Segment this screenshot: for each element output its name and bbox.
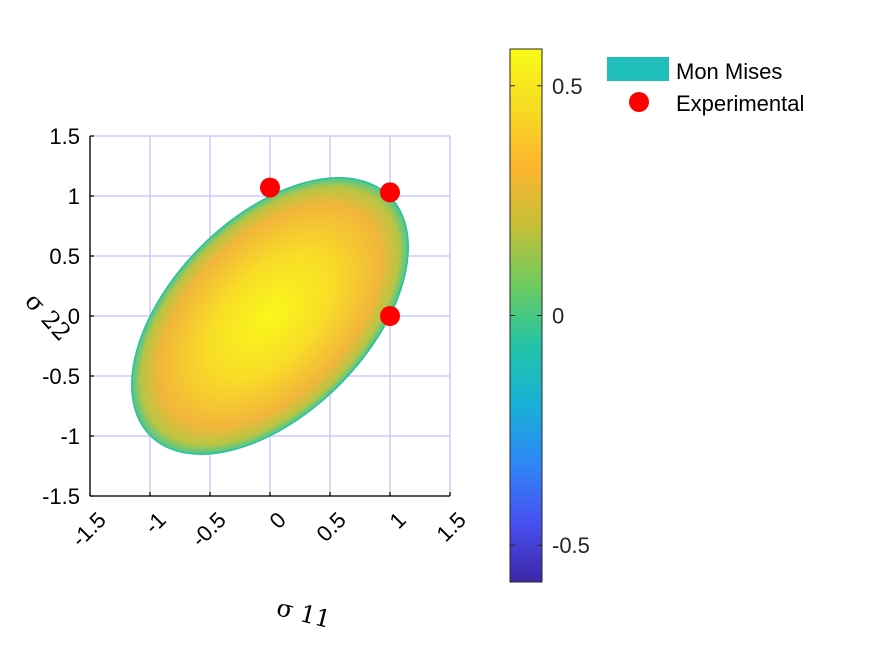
legend-marker-experimental — [629, 92, 649, 112]
x-tick-label: 1 — [385, 507, 411, 533]
y-axis-label: σ 22 — [19, 287, 76, 346]
colorbar-gradient — [509, 48, 543, 583]
y-tick-label: 1.5 — [49, 124, 80, 149]
experimental-points — [260, 177, 400, 326]
legend: Mon Mises Experimental — [607, 57, 804, 116]
colorbar-tick-label: 0.5 — [552, 74, 583, 99]
colorbar: 0.5 0 -0.5 — [509, 48, 590, 583]
y-tick-label: 0.5 — [49, 244, 80, 269]
x-tick-labels: -1.5 -1 -0.5 0 0.5 1 1.5 — [66, 507, 470, 551]
legend-label-mon-mises: Mon Mises — [676, 59, 782, 84]
x-axis-label: σ 11 — [274, 593, 334, 633]
experimental-point — [380, 182, 400, 203]
x-tick-label: 1.5 — [432, 507, 471, 546]
x-tick-label: 0.5 — [312, 507, 351, 546]
y-tick-label: -0.5 — [42, 364, 80, 389]
experimental-point — [260, 177, 280, 198]
y-tick-label: 1 — [68, 184, 80, 209]
y-tick-label: 0 — [68, 304, 80, 329]
colorbar-tick-label: -0.5 — [552, 533, 590, 558]
colorbar-ticks: 0.5 0 -0.5 — [510, 74, 590, 558]
axes — [89, 135, 451, 497]
x-tick-label: -1 — [139, 507, 171, 539]
x-tick-label: -0.5 — [186, 507, 230, 551]
experimental-point — [380, 306, 400, 326]
y-tick-labels: -1.5 -1 -0.5 0 0.5 1 1.5 — [42, 124, 80, 509]
legend-swatch-mon-mises — [607, 57, 669, 81]
x-tick-label: 0 — [265, 507, 291, 533]
colorbar-tick-label: 0 — [552, 304, 564, 329]
x-tick-label: -1.5 — [66, 507, 110, 551]
y-tick-label: -1 — [60, 424, 80, 449]
y-tick-label: -1.5 — [42, 484, 80, 509]
legend-label-experimental: Experimental — [676, 91, 804, 116]
